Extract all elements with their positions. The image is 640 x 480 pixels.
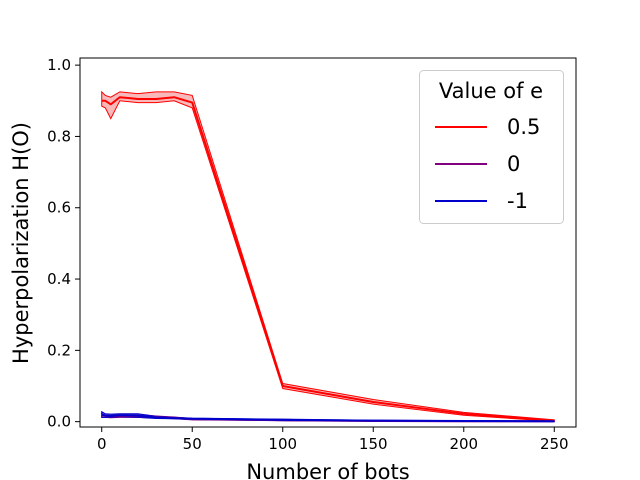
plot-area-frame <box>79 57 577 428</box>
x-axis-label: Number of bots <box>246 460 409 480</box>
legend-title: Value of e <box>439 79 543 103</box>
y-tick-label: 0.2 <box>47 341 71 359</box>
series-line-e-0_5 <box>101 96 555 422</box>
legend: Value of e 0.5 0 -1 <box>419 70 564 224</box>
y-axis-label: Hyperpolarization H(O) <box>9 122 33 364</box>
x-axis-ticks: 0 50 100 150 200 250 <box>97 427 569 453</box>
legend-label-e-0_5: 0.5 <box>507 115 540 139</box>
x-tick-label: 0 <box>97 435 107 453</box>
x-tick-label: 200 <box>449 435 478 453</box>
y-tick-label: 0.0 <box>47 413 71 431</box>
legend-items: 0.5 0 -1 <box>435 115 540 213</box>
y-tick-label: 0.6 <box>47 199 71 217</box>
y-tick-label: 0.8 <box>47 127 71 145</box>
y-tick-label: 1.0 <box>47 56 71 74</box>
y-tick-label: 0.4 <box>47 270 71 288</box>
x-tick-label: 150 <box>359 435 388 453</box>
x-tick-label: 100 <box>268 435 297 453</box>
legend-label-e-0: 0 <box>507 152 520 176</box>
legend-label-e-_1: -1 <box>507 189 528 213</box>
x-tick-label: 250 <box>540 435 569 453</box>
x-tick-label: 50 <box>183 435 202 453</box>
legend-box <box>419 70 564 224</box>
y-axis-ticks: 0.0 0.2 0.4 0.6 0.8 1.0 <box>47 56 80 431</box>
series-lines <box>101 96 555 423</box>
series-line-e-_1 <box>101 413 555 423</box>
